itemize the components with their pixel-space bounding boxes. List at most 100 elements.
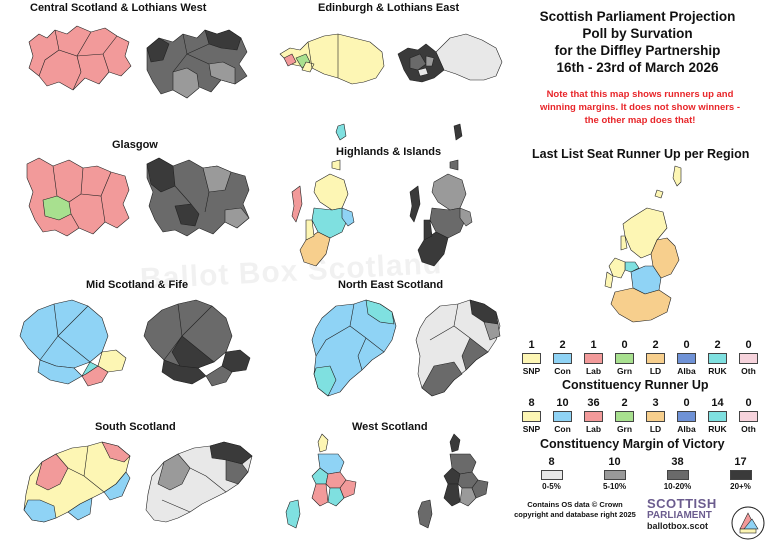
legend-label: Con <box>554 366 571 376</box>
legend-swatch <box>739 411 758 422</box>
brand-line-3: ballotbox.scot <box>647 521 709 531</box>
legend-snp: 1 SNP <box>516 339 547 376</box>
margin-swatch <box>540 470 563 480</box>
legend-label: Alba <box>677 366 696 376</box>
legend-count: 2 <box>652 339 659 351</box>
legend-ruk: 14 RUK <box>702 397 733 434</box>
margin-count: 8 <box>548 456 555 468</box>
map-edinburgh-margin <box>397 33 503 83</box>
legend-swatch <box>522 411 541 422</box>
legend-count: 0 <box>745 397 752 409</box>
brand-logo: SCOTTISH PARLIAMENT ballotbox.scot <box>647 497 717 531</box>
legend-count: 1 <box>590 339 597 351</box>
legend-count: 0 <box>683 397 690 409</box>
margin-legend: 8 0-5% 10 5-10% 38 10-20% 17 20+% <box>520 456 768 491</box>
legend-grn: 0 Grn <box>609 339 640 376</box>
legend-count: 3 <box>652 397 659 409</box>
map-edinburgh-runner-up <box>279 33 385 85</box>
legend-label: Oth <box>741 366 756 376</box>
map-northeast-runner-up <box>311 299 397 397</box>
legend-swatch <box>553 411 572 422</box>
map-northeast-margin <box>415 299 501 397</box>
projection-title: Scottish Parliament Projection Poll by S… <box>505 8 768 76</box>
legend-label: RUK <box>708 366 727 376</box>
legend-count: 0 <box>621 339 628 351</box>
legend-label: LD <box>649 424 662 434</box>
map-central-runner-up <box>28 25 132 91</box>
legend-count: 14 <box>711 397 724 409</box>
title-line-1: Scottish Parliament Projection <box>539 9 736 24</box>
legend-swatch <box>615 411 634 422</box>
legend-count: 2 <box>559 339 566 351</box>
region-title-mid: Mid Scotland & Fife <box>86 279 189 291</box>
legend-swatch <box>646 411 665 422</box>
legend-label: RUK <box>708 424 727 434</box>
margin-swatch <box>729 470 752 480</box>
margin-swatch <box>666 470 689 480</box>
legend-count: 36 <box>587 397 600 409</box>
legend-alba: 0 Alba <box>671 397 702 434</box>
legend-ld: 2 LD <box>640 339 671 376</box>
legend-swatch <box>739 353 758 364</box>
region-title-glasgow: Glasgow <box>112 139 158 151</box>
note-line-3: the other map does that! <box>584 115 696 126</box>
map-highlands-runner-up <box>291 123 355 267</box>
legend-swatch <box>677 411 696 422</box>
map-central-margin <box>146 29 248 99</box>
legend-count: 0 <box>745 339 752 351</box>
note-line-2: winning margins. It does not show winner… <box>539 102 741 113</box>
credit-line-1: Contains OS data © Crown <box>527 500 623 509</box>
legend-count: 2 <box>621 397 628 409</box>
legend-label: SNP <box>522 424 541 434</box>
margin-label: 5-10% <box>602 482 627 491</box>
legend-label: Grn <box>616 424 633 434</box>
region-title-west: West Scotland <box>352 421 428 433</box>
map-west-runner-up <box>285 433 357 529</box>
legend-swatch <box>646 353 665 364</box>
constituency-runner-up-title: Constituency Runner Up <box>562 378 709 392</box>
legend-count: 8 <box>528 397 535 409</box>
title-line-4: 16th - 23rd of March 2026 <box>556 60 719 75</box>
legend-count: 2 <box>714 339 721 351</box>
margin-band-5-10: 10 5-10% <box>583 456 646 491</box>
margin-label: 0-5% <box>542 482 561 491</box>
legend-snp: 8 SNP <box>516 397 547 434</box>
margin-count: 38 <box>671 456 684 468</box>
legend-swatch <box>615 353 634 364</box>
list-runner-up-title: Last List Seat Runner Up per Region <box>532 147 750 161</box>
region-title-highlands: Highlands & Islands <box>336 146 442 158</box>
legend-grn: 2 Grn <box>609 397 640 434</box>
margin-swatch <box>603 470 626 480</box>
legend-count: 10 <box>556 397 569 409</box>
map-west-margin <box>417 433 489 529</box>
title-line-3: for the Diffley Partnership <box>554 43 721 58</box>
margin-band-20-plus: 17 20+% <box>709 456 768 491</box>
legend-label: Lab <box>585 424 602 434</box>
note-line-1: Note that this map shows runners up and <box>546 89 734 100</box>
os-credit: Contains OS data © Crown copyright and d… <box>505 500 645 519</box>
map-south-margin <box>145 441 253 523</box>
legend-con: 2 Con <box>547 339 578 376</box>
map-highlands-margin <box>409 123 473 267</box>
map-south-runner-up <box>23 441 131 523</box>
legend-oth: 0 Oth <box>733 339 764 376</box>
legend-swatch <box>708 411 727 422</box>
credit-line-2: copyright and database right 2025 <box>514 509 636 519</box>
legend-swatch <box>584 411 603 422</box>
margin-label: 20+% <box>730 482 751 491</box>
region-title-edinburgh: Edinburgh & Lothians East <box>318 2 460 14</box>
map-glasgow-margin <box>146 157 250 237</box>
list-runner-up-legend: 1 SNP 2 Con 1 Lab 0 Grn 2 LD 0 Alba 2 RUK 0 Oth <box>516 339 764 376</box>
legend-swatch <box>553 353 572 364</box>
region-title-south: South Scotland <box>95 421 176 433</box>
title-line-2: Poll by Survation <box>582 26 693 41</box>
legend-label: Grn <box>616 366 633 376</box>
legend-swatch <box>708 353 727 364</box>
margin-title: Constituency Margin of Victory <box>540 437 725 451</box>
legend-ld: 3 LD <box>640 397 671 434</box>
legend-label: Oth <box>741 424 756 434</box>
map-scotland-overview <box>604 165 682 323</box>
legend-label: Lab <box>585 366 602 376</box>
legend-alba: 0 Alba <box>671 339 702 376</box>
region-title-central: Central Scotland & Lothians West <box>30 2 207 14</box>
